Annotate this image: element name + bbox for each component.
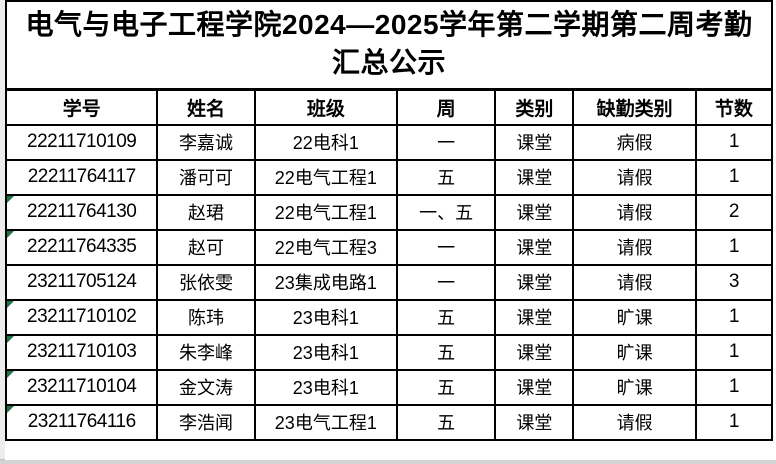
periods-cell: 3 bbox=[694, 263, 774, 301]
category-cell: 课堂 bbox=[494, 228, 575, 266]
weekday-cell: 一 bbox=[395, 228, 497, 266]
student-id-cell: 23211705124 bbox=[4, 263, 159, 301]
category-cell: 课堂 bbox=[494, 123, 575, 161]
name-cell: 朱李峰 bbox=[156, 333, 256, 371]
col-header-category: 类别 bbox=[494, 88, 575, 126]
table-row: 22211764335 赵可 22电气工程3 一 课堂 请假 1 bbox=[4, 228, 774, 266]
weekday-cell: 五 bbox=[395, 368, 497, 406]
periods-cell: 1 bbox=[694, 403, 774, 441]
weekday-cell: 一、五 bbox=[395, 193, 497, 231]
name-cell: 赵可 bbox=[156, 228, 256, 266]
table-row: 22211710109 李嘉诚 22电科1 一 课堂 病假 1 bbox=[4, 123, 774, 161]
class-cell: 23集成电路1 bbox=[253, 263, 399, 301]
title-box: 电气与电子工程学院2024—2025学年第二学期第二周考勤汇总公示 bbox=[5, 0, 773, 88]
table-row: 23211710104 金文涛 23电科1 五 课堂 旷课 1 bbox=[4, 368, 774, 406]
name-cell: 李嘉诚 bbox=[156, 123, 256, 161]
table-row: 23211710103 朱李峰 23电科1 五 课堂 旷课 1 bbox=[4, 333, 774, 371]
class-cell: 23电科1 bbox=[253, 333, 399, 371]
name-cell: 张依雯 bbox=[156, 263, 256, 301]
cell-error-triangle-icon bbox=[8, 406, 14, 413]
periods-cell: 1 bbox=[694, 123, 774, 161]
class-cell: 22电科1 bbox=[253, 123, 399, 161]
weekday-cell: 五 bbox=[395, 333, 497, 371]
table-row: 23211705124 张依雯 23集成电路1 一 课堂 请假 3 bbox=[4, 263, 774, 301]
student-id-cell: 22211764335 bbox=[4, 228, 159, 266]
category-cell: 课堂 bbox=[494, 298, 575, 336]
attendance-table: 学号 姓名 班级 周 类别 缺勤类别 节数 22211710109 李嘉诚 22… bbox=[4, 88, 774, 441]
student-id-cell: 22211764130 bbox=[4, 193, 159, 231]
student-id-cell: 23211710103 bbox=[4, 333, 159, 371]
table-body: 22211710109 李嘉诚 22电科1 一 课堂 病假 1 22211764… bbox=[4, 123, 774, 441]
student-id-cell: 23211764116 bbox=[4, 403, 159, 441]
notice-content: 电气与电子工程学院2024—2025学年第二学期第二周考勤汇总公示 学号 姓名 … bbox=[4, 0, 774, 460]
category-cell: 课堂 bbox=[494, 333, 575, 371]
class-cell: 22电气工程3 bbox=[253, 228, 399, 266]
periods-cell: 1 bbox=[694, 298, 774, 336]
absence-type-cell: 旷课 bbox=[572, 333, 697, 371]
class-cell: 22电气工程1 bbox=[253, 193, 399, 231]
periods-cell: 1 bbox=[694, 333, 774, 371]
student-id-cell: 23211710102 bbox=[4, 298, 159, 336]
periods-cell: 1 bbox=[694, 368, 774, 406]
name-cell: 赵珺 bbox=[156, 193, 256, 231]
student-id-cell: 22211710109 bbox=[4, 123, 159, 161]
col-header-student-id: 学号 bbox=[4, 88, 159, 126]
periods-cell: 1 bbox=[694, 228, 774, 266]
table-row: 23211764116 李浩闻 23电气工程1 五 课堂 请假 1 bbox=[4, 403, 774, 441]
col-header-weekday: 周 bbox=[395, 88, 497, 126]
cell-error-triangle-icon bbox=[8, 231, 14, 238]
class-cell: 23电科1 bbox=[253, 368, 399, 406]
absence-type-cell: 旷课 bbox=[572, 368, 697, 406]
periods-cell: 2 bbox=[694, 193, 774, 231]
page-title: 电气与电子工程学院2024—2025学年第二学期第二周考勤汇总公示 bbox=[25, 9, 753, 78]
col-header-periods: 节数 bbox=[694, 88, 774, 126]
absence-type-cell: 请假 bbox=[572, 228, 697, 266]
name-cell: 金文涛 bbox=[156, 368, 256, 406]
header-row: 学号 姓名 班级 周 类别 缺勤类别 节数 bbox=[4, 88, 774, 126]
absence-type-cell: 请假 bbox=[572, 193, 697, 231]
col-header-class: 班级 bbox=[253, 88, 399, 126]
table-row: 22211764117 潘可可 22电气工程1 五 课堂 请假 1 bbox=[4, 158, 774, 196]
absence-type-cell: 旷课 bbox=[572, 298, 697, 336]
left-edge-strip bbox=[0, 0, 5, 460]
absence-type-cell: 请假 bbox=[572, 403, 697, 441]
student-id-cell: 23211710104 bbox=[4, 368, 159, 406]
category-cell: 课堂 bbox=[494, 158, 575, 196]
class-cell: 22电气工程1 bbox=[253, 158, 399, 196]
category-cell: 课堂 bbox=[494, 263, 575, 301]
category-cell: 课堂 bbox=[494, 403, 575, 441]
absence-type-cell: 请假 bbox=[572, 158, 697, 196]
cell-error-triangle-icon bbox=[8, 371, 14, 378]
weekday-cell: 五 bbox=[395, 403, 497, 441]
col-header-absence-type: 缺勤类别 bbox=[572, 88, 697, 126]
table-row: 22211764130 赵珺 22电气工程1 一、五 课堂 请假 2 bbox=[4, 193, 774, 231]
name-cell: 陈玮 bbox=[156, 298, 256, 336]
cell-error-triangle-icon bbox=[8, 301, 14, 308]
category-cell: 课堂 bbox=[494, 193, 575, 231]
name-cell: 李浩闻 bbox=[156, 403, 256, 441]
category-cell: 课堂 bbox=[494, 368, 575, 406]
weekday-cell: 五 bbox=[395, 298, 497, 336]
student-id-cell: 22211764117 bbox=[4, 158, 159, 196]
table-row: 23211710102 陈玮 23电科1 五 课堂 旷课 1 bbox=[4, 298, 774, 336]
col-header-name: 姓名 bbox=[156, 88, 256, 126]
weekday-cell: 五 bbox=[395, 158, 497, 196]
name-cell: 潘可可 bbox=[156, 158, 256, 196]
class-cell: 23电气工程1 bbox=[253, 403, 399, 441]
weekday-cell: 一 bbox=[395, 263, 497, 301]
absence-type-cell: 请假 bbox=[572, 263, 697, 301]
weekday-cell: 一 bbox=[395, 123, 497, 161]
bottom-edge-strip bbox=[0, 460, 776, 464]
class-cell: 23电科1 bbox=[253, 298, 399, 336]
cell-error-triangle-icon bbox=[8, 336, 14, 343]
periods-cell: 1 bbox=[694, 158, 774, 196]
cell-error-triangle-icon bbox=[8, 196, 14, 203]
absence-type-cell: 病假 bbox=[572, 123, 697, 161]
